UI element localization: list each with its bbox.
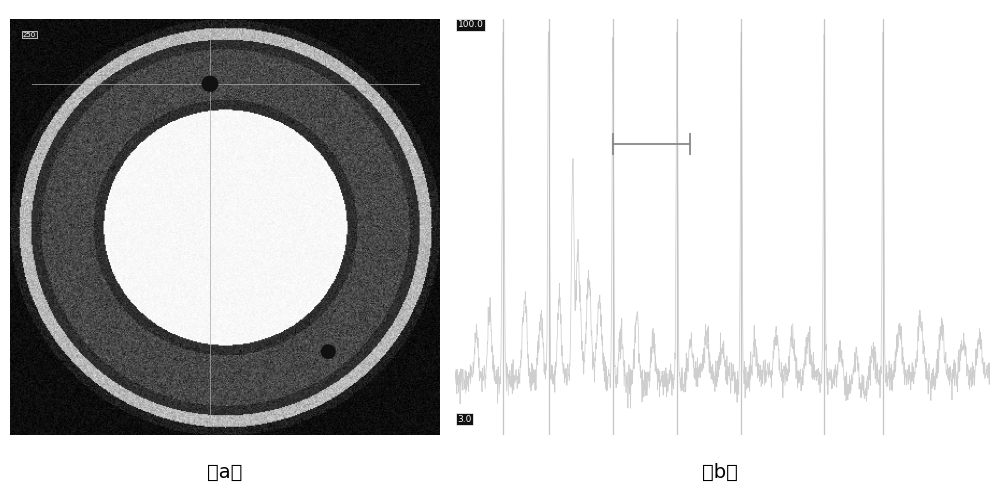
- Text: 250: 250: [23, 32, 36, 38]
- Circle shape: [321, 345, 335, 358]
- Text: （b）: （b）: [702, 463, 738, 482]
- Circle shape: [202, 76, 218, 91]
- Text: 3.0: 3.0: [458, 415, 472, 424]
- Text: （a）: （a）: [207, 463, 243, 482]
- Text: 100.0: 100.0: [458, 20, 484, 29]
